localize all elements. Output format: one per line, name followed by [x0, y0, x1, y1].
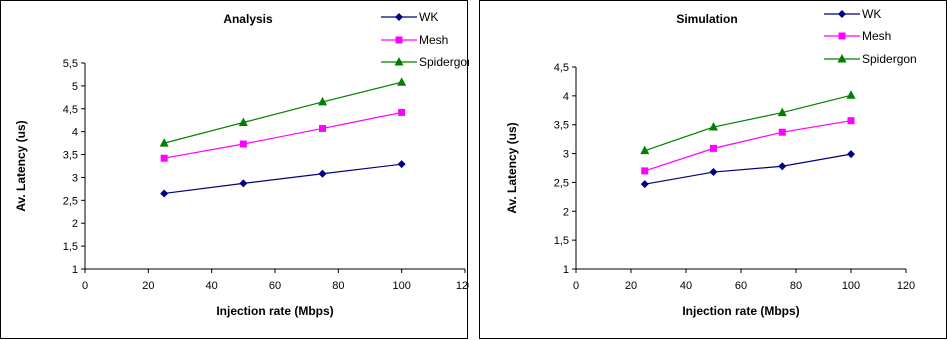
y-tick-label: 2,5 — [63, 195, 78, 207]
x-tick-label: 120 — [456, 280, 469, 292]
data-point-mesh — [847, 117, 855, 125]
legend-marker — [395, 13, 403, 21]
y-tick-label: 1,5 — [63, 241, 78, 253]
legend-label: Mesh — [862, 29, 891, 43]
x-tick-label: 20 — [625, 280, 637, 292]
x-axis-label: Injection rate (Mbps) — [682, 304, 799, 318]
y-tick-label: 2 — [72, 218, 78, 230]
y-tick-label: 5,5 — [63, 58, 78, 70]
x-tick-label: 40 — [680, 280, 692, 292]
y-tick-label: 4 — [563, 91, 569, 103]
chart-title: Simulation — [676, 12, 737, 26]
chart-panel-simulation: Simulation 1 1,5 2 2,5 3 3,5 4 4,5 0 20 40 60 80 100 12… — [479, 0, 947, 339]
y-axis-label: Av. Latency (us) — [505, 122, 519, 213]
y-tick-label: 5 — [72, 81, 78, 93]
y-axis-label: Av. Latency (us) — [14, 120, 28, 211]
x-axis-label: Injection rate (Mbps) — [216, 304, 333, 318]
y-tick-label: 4,5 — [554, 62, 569, 74]
chart-simulation: Simulation 1 1,5 2 2,5 3 3,5 4 4,5 0 20 40 60 80 100 12… — [505, 7, 917, 318]
y-tick-label: 3 — [563, 149, 569, 161]
data-point-mesh — [160, 154, 168, 162]
y-tick-label: 2,5 — [554, 177, 569, 189]
data-point-spidergon — [640, 145, 650, 155]
legend-label: WK — [419, 10, 438, 24]
x-tick-label: 60 — [269, 280, 281, 292]
chart-panel-analysis: Analysis 1 1,5 2 2,5 3 3,5 4 4,5 5 5,5 0 20 40 60 80 100… — [0, 0, 469, 339]
x-tick-label: 80 — [332, 280, 344, 292]
data-point-mesh — [641, 167, 649, 175]
data-point-mesh — [710, 144, 717, 152]
legend-label: Spidergon — [862, 52, 917, 66]
x-tick-label: 20 — [142, 280, 154, 292]
x-tick-label: 120 — [897, 280, 915, 292]
data-point-mesh — [398, 108, 406, 116]
legend-marker — [838, 32, 846, 40]
x-tick-label: 60 — [735, 280, 747, 292]
data-point-wk — [847, 150, 855, 159]
series-line-wk — [164, 163, 402, 195]
x-tick-label: 100 — [392, 280, 410, 292]
data-point-mesh — [239, 140, 247, 148]
chart-analysis: Analysis 1 1,5 2 2,5 3 3,5 4 4,5 5 5,5 0 20 40 60 80 100… — [14, 10, 469, 318]
y-tick-label: 2 — [563, 206, 569, 218]
data-point-wk — [709, 168, 718, 177]
data-point-mesh — [778, 128, 786, 136]
x-tick-label: 40 — [206, 280, 218, 292]
data-point-spidergon — [709, 122, 718, 131]
legend-marker — [394, 57, 404, 66]
y-tick-label: 1 — [72, 264, 78, 276]
data-point-wk — [160, 189, 169, 198]
series-line-mesh — [164, 111, 402, 159]
legend-marker — [838, 10, 846, 18]
y-tick-label: 4 — [72, 127, 78, 139]
y-tick-label: 4,5 — [63, 104, 78, 116]
x-tick-label: 100 — [842, 280, 860, 292]
data-point-wk — [318, 169, 327, 178]
data-point-spidergon — [777, 107, 787, 117]
y-tick-label: 3,5 — [554, 120, 569, 132]
y-tick-label: 1,5 — [554, 235, 569, 247]
x-tick-label: 0 — [573, 280, 579, 292]
series-line-spidergon — [644, 94, 852, 152]
series-line-wk — [644, 153, 852, 185]
data-point-wk — [778, 162, 787, 171]
data-point-spidergon — [238, 117, 248, 127]
data-point-spidergon — [318, 96, 327, 106]
x-tick-label: 80 — [790, 280, 802, 292]
legend-marker — [837, 54, 847, 63]
series-line-spidergon — [164, 81, 402, 144]
data-point-mesh — [319, 124, 326, 132]
data-point-spidergon — [159, 138, 169, 147]
y-tick-label: 3 — [72, 172, 78, 184]
legend-label: Mesh — [419, 33, 448, 47]
legend-label: Spidergon — [419, 55, 469, 69]
x-tick-label: 0 — [82, 280, 88, 292]
y-tick-label: 1 — [563, 264, 569, 276]
data-point-spidergon — [397, 77, 407, 86]
legend-marker — [395, 36, 403, 44]
data-point-wk — [640, 180, 649, 189]
data-point-wk — [239, 179, 248, 188]
data-point-spidergon — [846, 90, 856, 99]
legend-label: WK — [862, 7, 881, 21]
series-line-mesh — [644, 120, 852, 172]
chart-title: Analysis — [223, 12, 273, 26]
data-point-wk — [397, 160, 406, 169]
y-tick-label: 3,5 — [63, 150, 78, 162]
